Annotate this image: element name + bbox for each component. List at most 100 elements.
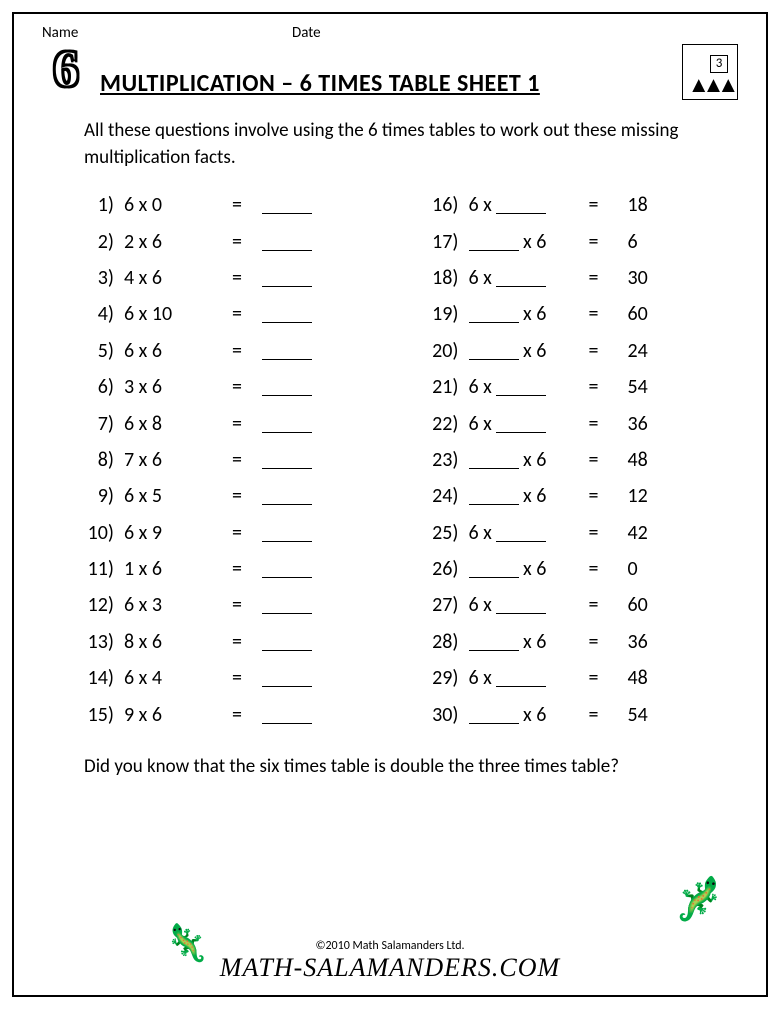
problem-lhs: 6 x [469,264,589,290]
equals-sign: = [232,521,262,545]
problem-number: 5) [84,339,124,363]
problem-answer: 0 [619,557,638,581]
answer-blank[interactable] [262,413,312,433]
problem-lhs: 6 x [469,664,589,690]
answer-blank[interactable] [469,704,519,724]
answer-blank[interactable] [496,594,546,614]
answer-blank[interactable] [496,522,546,542]
equals-sign: = [232,412,262,436]
problem-answer: 48 [619,448,648,472]
problem-row: 3)4 x 6= [84,264,394,300]
answer-blank[interactable] [496,667,546,687]
answer-blank[interactable] [262,303,312,323]
problem-number: 28) [429,630,469,654]
problem-number: 18) [429,266,469,290]
problem-row: 14)6 x 4= [84,664,394,700]
problem-rhs [262,519,312,545]
problem-rhs [262,191,312,217]
copyright-text: ©2010 Math Salamanders Ltd. [14,939,766,953]
answer-blank[interactable] [262,376,312,396]
answer-blank[interactable] [469,558,519,578]
equals-sign: = [232,666,262,690]
problem-lhs: 6 x 5 [124,484,232,508]
answer-blank[interactable] [469,485,519,505]
problem-rhs [262,701,312,727]
problem-row: 2)2 x 6= [84,228,394,264]
problem-rhs [262,482,312,508]
answer-blank[interactable] [469,231,519,251]
name-label: Name [42,24,292,42]
answer-blank[interactable] [262,194,312,214]
top-labels: Name Date [42,24,738,42]
equals-sign: = [589,266,619,290]
answer-blank[interactable] [469,340,519,360]
answer-blank[interactable] [262,449,312,469]
problem-answer: 42 [619,521,648,545]
answer-blank[interactable] [262,594,312,614]
answer-blank[interactable] [262,522,312,542]
equals-sign: = [232,448,262,472]
problem-rhs [262,555,312,581]
problem-rhs [262,591,312,617]
problem-rhs [262,264,312,290]
problems-columns: 1)6 x 0=2)2 x 6=3)4 x 6=4)6 x 10=5)6 x 6… [42,191,738,737]
equals-sign: = [589,193,619,217]
problem-number: 29) [429,666,469,690]
answer-blank[interactable] [496,413,546,433]
problem-number: 6) [84,375,124,399]
equals-sign: = [589,666,619,690]
answer-blank[interactable] [262,667,312,687]
problem-answer: 48 [619,666,648,690]
equals-sign: = [589,412,619,436]
problem-lhs: 6 x 6 [124,339,232,363]
answer-blank[interactable] [496,376,546,396]
problem-row: 7)6 x 8= [84,410,394,446]
problem-answer: 36 [619,412,648,436]
equals-sign: = [232,593,262,617]
problem-rhs [262,373,312,399]
problem-row: 22)6 x = 36 [429,410,739,446]
answer-blank[interactable] [262,267,312,287]
answer-blank[interactable] [496,267,546,287]
problem-number: 7) [84,412,124,436]
problem-number: 9) [84,484,124,508]
equals-sign: = [589,230,619,254]
brand-footer: 🦎 ©2010 Math Salamanders Ltd. MATH-SALAM… [14,939,766,983]
problem-number: 26) [429,557,469,581]
problem-lhs: 6 x [469,519,589,545]
equals-sign: = [232,193,262,217]
problem-number: 4) [84,302,124,326]
brand-logo-text: MATH-SALAMANDERS.COM [14,953,766,983]
problem-lhs: 6 x 9 [124,521,232,545]
answer-blank[interactable] [469,303,519,323]
badge-triangles-icon: ▲▲▲ [688,79,732,90]
problem-lhs: x 6 [469,446,589,472]
answer-blank[interactable] [262,558,312,578]
big-digit: 6 [42,44,90,100]
date-label: Date [292,24,321,42]
problem-row: 12)6 x 3= [84,591,394,627]
page-title: MULTIPLICATION – 6 TIMES TABLE SHEET 1 [100,69,672,100]
answer-blank[interactable] [262,631,312,651]
answer-blank[interactable] [469,631,519,651]
equals-sign: = [232,302,262,326]
problem-row: 10)6 x 9= [84,519,394,555]
answer-blank[interactable] [469,449,519,469]
equals-sign: = [589,557,619,581]
answer-blank[interactable] [262,231,312,251]
answer-blank[interactable] [262,704,312,724]
problem-number: 23) [429,448,469,472]
problem-lhs: 3 x 6 [124,375,232,399]
problem-number: 2) [84,230,124,254]
problem-answer: 54 [619,375,648,399]
problem-answer: 60 [619,302,648,326]
answer-blank[interactable] [262,340,312,360]
problem-number: 16) [429,193,469,217]
answer-blank[interactable] [262,485,312,505]
problem-row: 27)6 x = 60 [429,591,739,627]
intro-text: All these questions involve using the 6 … [42,118,738,171]
problem-lhs: 1 x 6 [124,557,232,581]
problem-number: 11) [84,557,124,581]
answer-blank[interactable] [496,194,546,214]
problem-rhs [262,628,312,654]
